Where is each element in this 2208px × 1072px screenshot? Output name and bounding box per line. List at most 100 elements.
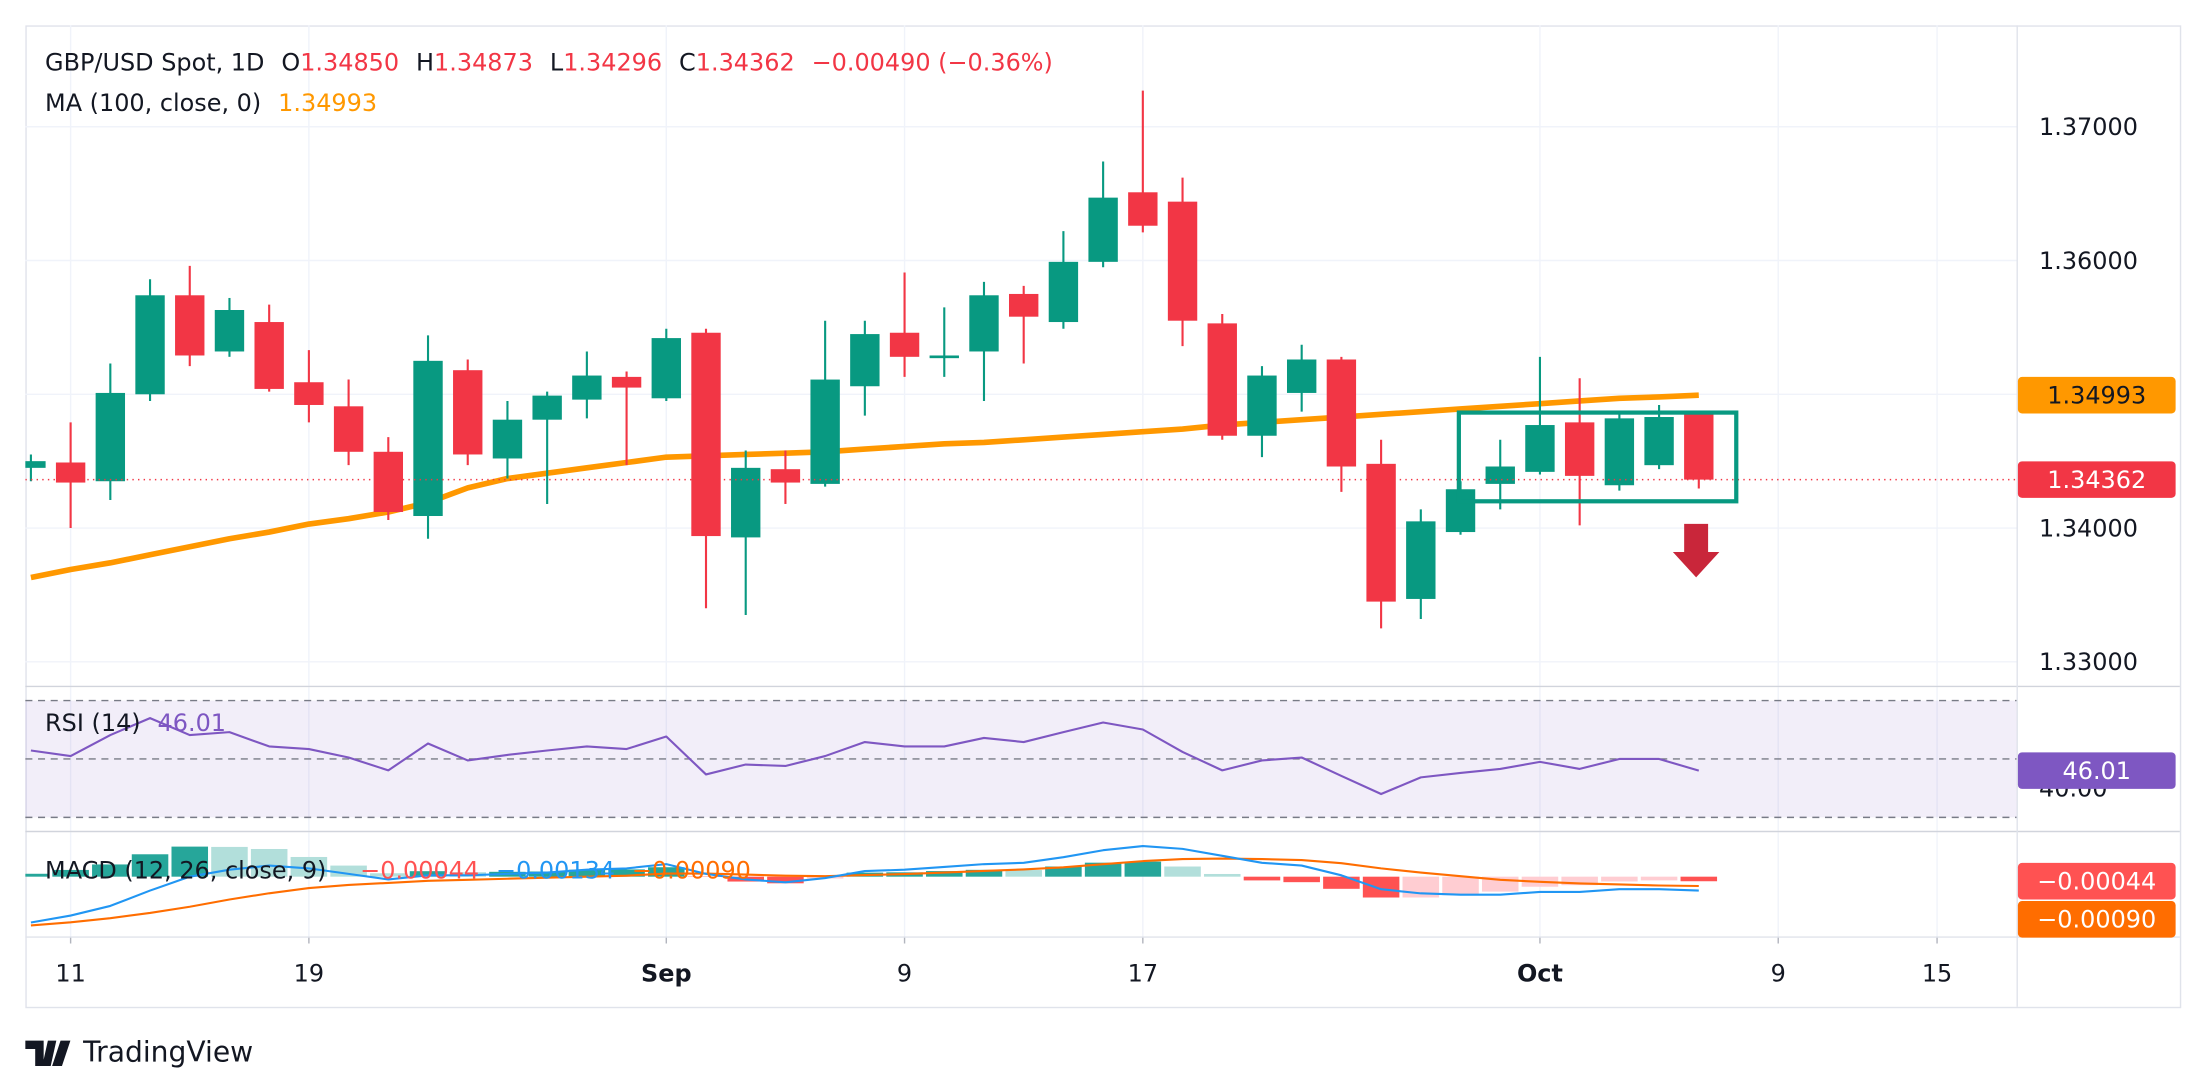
legend-value: −0.00090 <box>632 857 751 885</box>
legend-value: −0.00044 <box>360 857 479 885</box>
y-tick-label: 1.33000 <box>2039 648 2138 676</box>
candle-body <box>254 322 284 389</box>
candle-body <box>294 382 324 405</box>
candle-body <box>413 360 443 517</box>
histogram-bar <box>250 848 288 877</box>
histogram-bar <box>1601 876 1638 882</box>
histogram-bar <box>1203 873 1241 877</box>
ma-badge <box>2017 376 2176 414</box>
histogram-bar <box>1045 866 1082 877</box>
histogram-bar <box>1640 876 1678 881</box>
ma-legend: MA (100, close, 0) 1.34993 <box>45 89 377 117</box>
histogram-bar <box>290 856 328 877</box>
legend-name: RSI (14) <box>45 709 141 737</box>
candle-body <box>1525 425 1555 472</box>
histogram-bar <box>52 869 89 877</box>
histogram-bar <box>131 854 169 877</box>
x-tick-label: Sep <box>641 959 692 987</box>
grid <box>25 25 2017 937</box>
candle-body <box>929 355 959 359</box>
badges: 1.34993 1.34362 46.01 −0.00044 −0.00090 <box>2017 376 2176 938</box>
signal-badge <box>2017 900 2176 938</box>
brand: TradingView <box>82 1035 253 1068</box>
histogram-bar <box>965 869 1003 877</box>
histogram-bar <box>370 873 407 877</box>
x-tick-label: Oct <box>1517 959 1563 987</box>
histogram-bar <box>1164 866 1201 877</box>
candle-body <box>214 310 245 352</box>
range-box <box>1456 410 1739 504</box>
candle-body <box>492 419 523 459</box>
histogram-bar <box>1124 861 1162 877</box>
close-value: 1.34362 <box>696 48 795 76</box>
histogram-bar <box>1283 876 1320 883</box>
candle-body <box>1167 201 1198 321</box>
x-tick-label: 11 <box>55 959 85 987</box>
candle-body <box>1366 463 1396 602</box>
legend-name: MACD (12, 26, close, 9) <box>45 857 326 885</box>
ohlc-label: O <box>281 48 300 76</box>
histogram-bar <box>1323 876 1360 889</box>
histogram-bar <box>1680 876 1718 882</box>
down-arrow <box>1672 523 1720 578</box>
macd-legend: MACD (12, 26, close, 9) −0.00044 −0.00134−… <box>45 857 751 885</box>
candle-body <box>1644 417 1674 466</box>
rsi-line <box>30 717 1700 796</box>
open-value: 1.34850 <box>300 48 399 76</box>
histogram-bar <box>1442 876 1479 896</box>
marks <box>25 90 2017 927</box>
time-axis: 11 19 Sep 9 17 Oct 9 15 <box>55 936 1952 987</box>
moving-average <box>30 392 1699 581</box>
high-value: 1.34873 <box>434 48 533 76</box>
histogram-bar <box>926 871 963 877</box>
candle-body <box>95 392 126 482</box>
signal-line <box>30 857 1699 927</box>
rsi-badge-label: 46.01 <box>2063 757 2131 785</box>
rsi-badge <box>2017 752 2176 789</box>
legend-value: 1.34993 <box>278 89 377 117</box>
candle-body <box>691 332 721 537</box>
histogram-bar <box>25 873 50 877</box>
y-tick-label: 1.34000 <box>2039 514 2138 542</box>
histogram-bar <box>1005 870 1042 877</box>
candle-body <box>135 295 165 395</box>
candle-body <box>850 334 880 387</box>
candle-body <box>1128 192 1158 226</box>
low-value: 1.34296 <box>563 48 662 76</box>
candle-body <box>810 379 840 484</box>
candle-body <box>1604 418 1635 486</box>
ohlc-label: C <box>679 48 696 76</box>
candle-body <box>175 295 205 356</box>
symbol: GBP/USD Spot, 1D <box>45 48 264 76</box>
x-tick-label: 15 <box>1922 959 1952 987</box>
candle-body <box>1406 521 1436 599</box>
histogram-bar <box>608 869 645 877</box>
x-tick-label: 9 <box>897 959 912 987</box>
candle-body <box>969 295 999 352</box>
histogram-bar <box>1561 876 1598 886</box>
candle-body <box>1684 414 1714 480</box>
histogram-bar <box>92 864 129 877</box>
histogram-bar <box>171 846 209 877</box>
x-tick-label: 19 <box>294 959 324 987</box>
histogram-bar <box>1362 876 1400 898</box>
price-badge <box>2017 461 2176 498</box>
candle-body <box>333 406 364 452</box>
candle-body <box>1247 375 1277 436</box>
candle-body <box>373 451 404 512</box>
histogram-bar <box>1084 862 1122 877</box>
y-tick-label: 1.36000 <box>2039 247 2138 275</box>
candle-body <box>55 462 86 483</box>
candle-body <box>731 467 761 538</box>
y-tick-label: 1.37000 <box>2039 113 2138 141</box>
candle-body <box>651 338 681 399</box>
rsi-legend: RSI (14) 46.01 <box>45 709 226 737</box>
ohlc-label: L <box>550 48 564 76</box>
candle-body <box>572 375 602 400</box>
logo: TradingView <box>25 1035 253 1068</box>
legend-value: 46.01 <box>158 709 226 737</box>
x-tick-label: 17 <box>1128 959 1158 987</box>
histogram-bar <box>648 867 685 877</box>
histogram-bar <box>528 871 566 877</box>
